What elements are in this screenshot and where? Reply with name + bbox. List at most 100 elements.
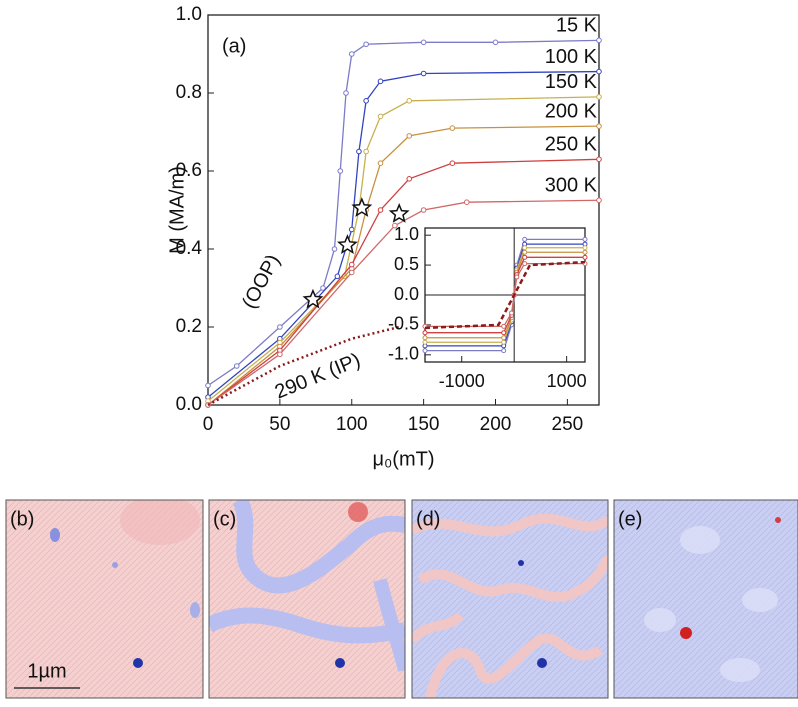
point xyxy=(420,207,427,213)
image-frame xyxy=(208,499,406,699)
image-d xyxy=(412,500,608,698)
point xyxy=(422,330,428,336)
y-tick-label: 0.2 xyxy=(176,316,202,337)
y-tick-label: 0.4 xyxy=(176,238,203,259)
y-tick-label: 0.6 xyxy=(176,160,202,181)
series-line xyxy=(207,39,600,387)
point xyxy=(449,160,456,166)
point xyxy=(233,363,240,369)
point xyxy=(377,113,384,120)
series-label: 15 K xyxy=(556,15,598,37)
y-tick-label: 1.0 xyxy=(394,224,419,244)
point xyxy=(582,245,588,251)
point xyxy=(205,382,211,389)
point xyxy=(501,339,507,345)
x-tick-label: 50 xyxy=(269,414,290,435)
point xyxy=(522,249,528,255)
y-axis-label: M (MA/m) xyxy=(166,166,188,254)
y-tick-label: 0.0 xyxy=(394,284,419,304)
y-tick-label: 0.8 xyxy=(176,82,202,103)
point xyxy=(348,226,355,233)
star-marker xyxy=(337,234,358,254)
point xyxy=(501,348,507,354)
point xyxy=(334,273,341,280)
series-line xyxy=(207,125,600,406)
star-marker xyxy=(388,202,410,223)
scale-bar-label: 1µm xyxy=(27,660,66,682)
series-line xyxy=(207,96,600,402)
x-tick-label: 150 xyxy=(408,414,440,435)
point xyxy=(596,68,602,75)
point xyxy=(406,176,413,182)
point xyxy=(596,94,602,100)
point xyxy=(596,37,602,44)
point xyxy=(343,90,349,96)
x-tick-label: 250 xyxy=(552,414,584,435)
point xyxy=(406,98,413,104)
point xyxy=(582,236,588,242)
point xyxy=(348,269,355,276)
point xyxy=(596,123,602,129)
x-axis-label: μ₀(mT) xyxy=(372,448,434,470)
point xyxy=(392,222,398,229)
point xyxy=(501,335,507,341)
star-marker xyxy=(302,288,324,309)
star-marker xyxy=(351,197,373,217)
series-label: 300 K xyxy=(545,175,598,197)
image-b xyxy=(6,500,203,698)
point xyxy=(514,274,520,280)
series-label: 100 K xyxy=(545,46,598,68)
point xyxy=(320,285,326,291)
y-tick-label: 0.5 xyxy=(394,254,419,274)
point xyxy=(363,98,369,104)
point xyxy=(509,310,515,316)
point xyxy=(420,39,427,46)
point xyxy=(356,148,362,155)
series-label: 150 K xyxy=(545,71,598,93)
x-tick-label: 100 xyxy=(336,414,368,435)
y-tick-label: 1.0 xyxy=(176,4,202,25)
point xyxy=(522,236,528,242)
point xyxy=(449,125,456,131)
point xyxy=(582,249,588,255)
point xyxy=(422,339,428,345)
point xyxy=(522,254,528,260)
image-frame xyxy=(613,499,798,699)
series-label: 200 K xyxy=(545,100,598,122)
point xyxy=(377,160,384,166)
image-e xyxy=(614,500,798,698)
image-c xyxy=(209,500,405,698)
point xyxy=(501,330,507,336)
image-frame xyxy=(411,499,609,699)
x-tick-label: 1000 xyxy=(547,371,587,391)
point xyxy=(363,41,369,48)
point xyxy=(422,348,428,354)
x-tick-label: -1000 xyxy=(439,371,485,391)
point xyxy=(492,39,499,46)
series-line xyxy=(424,260,586,330)
point xyxy=(596,197,602,204)
panel-label: (e) xyxy=(618,508,642,530)
point xyxy=(348,51,355,57)
point xyxy=(420,70,427,77)
point xyxy=(377,207,384,213)
point xyxy=(522,261,528,267)
point xyxy=(331,246,338,252)
point xyxy=(377,78,384,85)
point xyxy=(363,148,369,155)
point xyxy=(522,245,528,251)
x-tick-label: 0 xyxy=(203,414,214,435)
x-tick-label: 200 xyxy=(480,414,512,435)
panel-label: (d) xyxy=(416,508,440,530)
point xyxy=(277,351,283,358)
point xyxy=(582,254,588,260)
point xyxy=(277,324,283,330)
image-frame xyxy=(5,499,204,699)
panel-label: (c) xyxy=(213,508,236,530)
y-tick-label: -1.0 xyxy=(388,344,419,364)
series-label: 250 K xyxy=(545,134,598,156)
point xyxy=(337,168,344,174)
series-line xyxy=(207,325,400,407)
point xyxy=(501,323,507,329)
